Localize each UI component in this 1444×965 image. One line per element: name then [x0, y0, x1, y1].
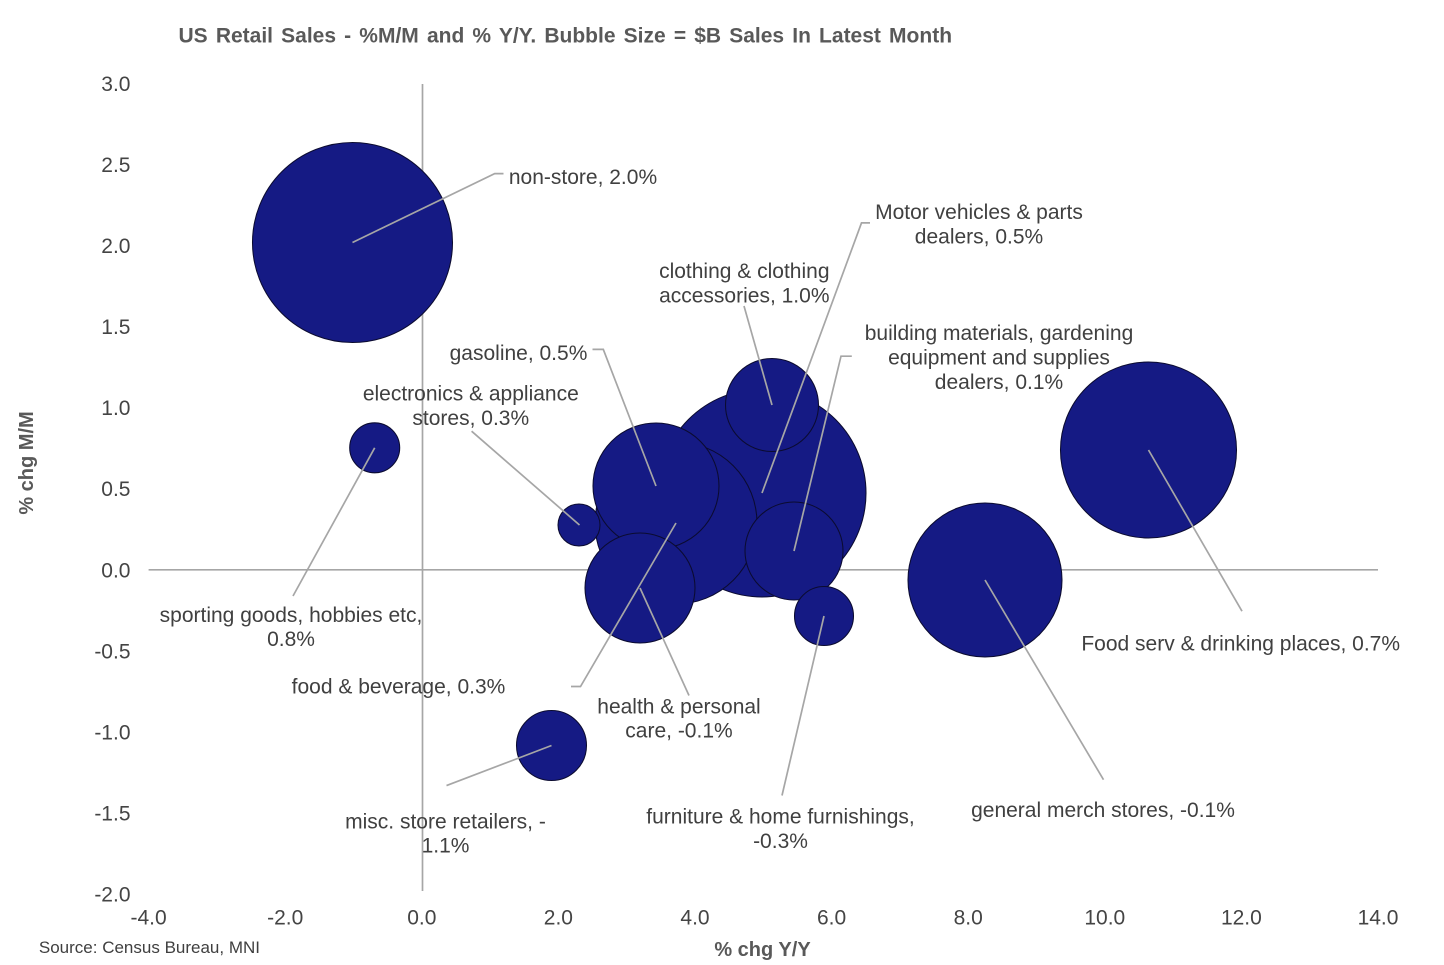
svg-text:8.0: 8.0 [954, 907, 983, 930]
svg-text:non-store, 2.0%: non-store, 2.0% [509, 166, 657, 189]
svg-text:% chg M/M: % chg M/M [16, 411, 38, 514]
svg-text:14.0: 14.0 [1358, 907, 1399, 930]
svg-text:dealers, 0.1%: dealers, 0.1% [935, 371, 1063, 394]
svg-text:2.5: 2.5 [101, 154, 130, 177]
svg-text:misc. store retailers, -: misc. store retailers, - [345, 810, 546, 833]
svg-text:dealers, 0.5%: dealers, 0.5% [915, 225, 1043, 248]
svg-text:3.0: 3.0 [101, 73, 130, 96]
svg-text:Source: Census Bureau, MNI: Source: Census Bureau, MNI [39, 938, 260, 957]
svg-text:-1.0: -1.0 [94, 721, 130, 744]
svg-text:clothing & clothing: clothing & clothing [659, 260, 829, 283]
svg-text:1.0: 1.0 [101, 397, 130, 420]
svg-text:equipment and supplies: equipment and supplies [888, 347, 1110, 370]
svg-text:4.0: 4.0 [680, 907, 709, 930]
svg-text:-4.0: -4.0 [131, 907, 167, 930]
svg-text:0.5: 0.5 [101, 478, 130, 501]
svg-text:Food serv & drinking places, 0: Food serv & drinking places, 0.7% [1081, 632, 1400, 655]
svg-text:-2.0: -2.0 [94, 883, 130, 906]
svg-text:general merch stores, -0.1%: general merch stores, -0.1% [971, 799, 1235, 822]
svg-text:-1.5: -1.5 [94, 802, 130, 825]
svg-text:US Retail Sales - %M/M and % Y: US Retail Sales - %M/M and % Y/Y. Bubble… [179, 25, 953, 48]
svg-text:building materials, gardening: building materials, gardening [865, 322, 1134, 345]
svg-text:0.0: 0.0 [407, 907, 436, 930]
svg-text:care, -0.1%: care, -0.1% [625, 720, 732, 743]
svg-text:2.0: 2.0 [544, 907, 573, 930]
svg-text:6.0: 6.0 [817, 907, 846, 930]
svg-text:health & personal: health & personal [597, 695, 760, 718]
svg-text:electronics & appliance: electronics & appliance [363, 383, 579, 406]
svg-text:10.0: 10.0 [1084, 907, 1125, 930]
svg-text:2.0: 2.0 [101, 235, 130, 258]
svg-text:-0.5: -0.5 [94, 640, 130, 663]
svg-text:12.0: 12.0 [1221, 907, 1262, 930]
svg-text:stores, 0.3%: stores, 0.3% [412, 407, 529, 430]
svg-text:0.8%: 0.8% [267, 628, 315, 651]
svg-text:-2.0: -2.0 [267, 907, 303, 930]
svg-text:-0.3%: -0.3% [753, 830, 808, 853]
svg-text:1.1%: 1.1% [422, 835, 470, 858]
svg-text:gasoline, 0.5%: gasoline, 0.5% [450, 342, 588, 365]
svg-text:Motor vehicles & parts: Motor vehicles & parts [875, 201, 1083, 224]
svg-text:furniture & home furnishings,: furniture & home furnishings, [646, 806, 914, 829]
svg-text:% chg Y/Y: % chg Y/Y [714, 939, 811, 961]
svg-text:sporting goods, hobbies etc,: sporting goods, hobbies etc, [160, 604, 423, 627]
svg-text:food & beverage, 0.3%: food & beverage, 0.3% [292, 676, 506, 699]
svg-text:0.0: 0.0 [101, 559, 130, 582]
svg-text:accessories, 1.0%: accessories, 1.0% [659, 284, 829, 307]
svg-text:1.5: 1.5 [101, 316, 130, 339]
